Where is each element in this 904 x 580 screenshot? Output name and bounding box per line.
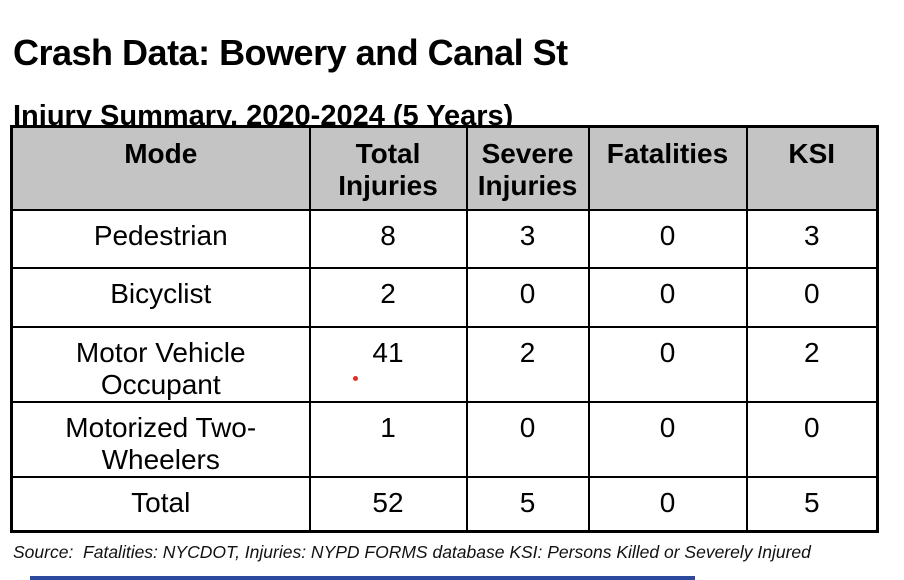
page-title: Crash Data: Bowery and Canal St [13, 32, 568, 74]
value-cell: 5 [745, 476, 879, 533]
value-cell: 5 [465, 476, 590, 533]
value-cell: 3 [465, 208, 590, 269]
value-cell: 3 [745, 208, 879, 269]
value-cell: 1 [308, 400, 468, 479]
col-header-ksi: KSI [745, 125, 879, 211]
mode-cell: Total [10, 476, 311, 533]
value-cell: 2 [745, 325, 879, 403]
red-dot-annotation [353, 376, 358, 381]
table-row-motor-vehicle-occupant: Motor Vehicle Occupant 41 2 0 2 [10, 325, 879, 403]
mode-cell: Motor Vehicle Occupant [10, 325, 311, 403]
value-cell: 2 [308, 266, 468, 328]
value-cell: 52 [308, 476, 468, 533]
mode-cell: Motorized Two-Wheelers [10, 400, 311, 479]
injury-summary-table: Mode Total Injuries Severe Injuries Fata… [10, 125, 879, 533]
value-cell: 0 [587, 266, 748, 328]
col-header-total-injuries: Total Injuries [308, 125, 468, 211]
value-cell: 0 [465, 266, 590, 328]
col-header-mode: Mode [10, 125, 311, 211]
table-row-pedestrian: Pedestrian 8 3 0 3 [10, 208, 879, 269]
value-cell: 0 [745, 266, 879, 328]
value-cell: 8 [308, 208, 468, 269]
mode-cell: Pedestrian [10, 208, 311, 269]
value-cell: 0 [587, 476, 748, 533]
value-cell: 0 [587, 208, 748, 269]
value-cell: 0 [587, 400, 748, 479]
table-row-bicyclist: Bicyclist 2 0 0 0 [10, 266, 879, 328]
col-header-fatalities: Fatalities [587, 125, 748, 211]
table-row-total: Total 52 5 0 5 [10, 476, 879, 533]
source-note: Source: Fatalities: NYCDOT, Injuries: NY… [13, 542, 811, 562]
table-row-motorized-two-wheelers: Motorized Two-Wheelers 1 0 0 0 [10, 400, 879, 479]
value-cell: 2 [465, 325, 590, 403]
footer-bar-partial [30, 576, 695, 580]
value-cell: 0 [587, 325, 748, 403]
value-cell: 0 [745, 400, 879, 479]
value-cell: 41 [308, 325, 468, 403]
col-header-severe-injuries: Severe Injuries [465, 125, 590, 211]
value-cell: 0 [465, 400, 590, 479]
mode-cell: Bicyclist [10, 266, 311, 328]
table-header-row: Mode Total Injuries Severe Injuries Fata… [10, 125, 879, 211]
